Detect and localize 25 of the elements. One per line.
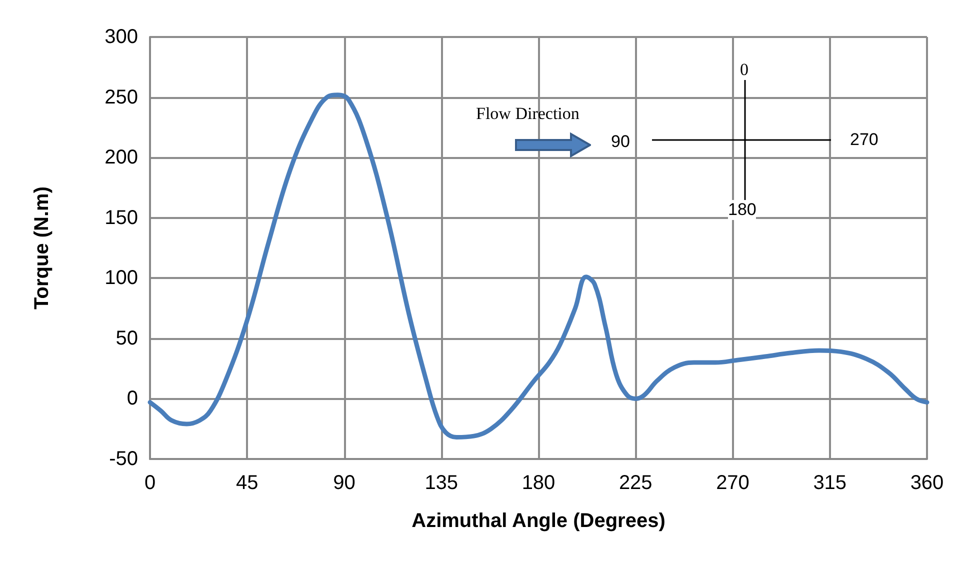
x-tick-label: 270: [716, 472, 750, 494]
y-tick-label: 100: [104, 267, 138, 290]
x-tick-label: 315: [813, 472, 847, 494]
y-tick-label: 250: [104, 86, 138, 108]
annotation: 180: [728, 200, 756, 220]
y-tick-label: 0: [126, 388, 138, 410]
y-axis-title: Torque (N.m): [31, 186, 53, 310]
y-tick-label: 50: [116, 327, 138, 350]
line-series: [148, 92, 930, 440]
y-tick-label: 300: [104, 26, 138, 48]
x-tick-label: 180: [522, 472, 556, 494]
y-tick-label: 200: [104, 146, 138, 169]
y-tick-label: 150: [104, 206, 138, 229]
y-tick-label: -50: [109, 448, 138, 470]
annotation: Flow Direction: [476, 104, 580, 124]
annotation: 90: [611, 132, 630, 152]
x-tick-label: 45: [236, 472, 258, 494]
x-tick-label: 135: [424, 472, 458, 494]
x-axis-title: Azimuthal Angle (Degrees): [412, 510, 666, 532]
x-tick-label: 0: [144, 472, 156, 494]
x-tick-label: 225: [618, 472, 652, 494]
x-tick-label: 90: [333, 472, 356, 494]
x-tick-label: 360: [910, 472, 944, 494]
annotation: 270: [850, 130, 878, 150]
annotation: 0: [740, 60, 748, 80]
